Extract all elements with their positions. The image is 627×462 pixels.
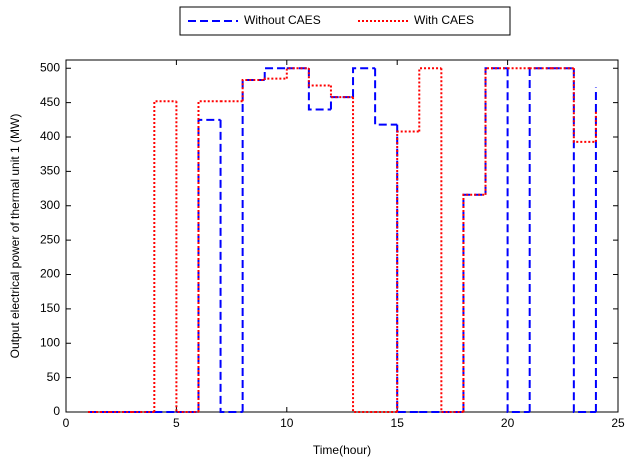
- step-segment: [307, 68, 331, 111]
- x-tick-label: 15: [391, 416, 405, 430]
- x-tick-label: 25: [611, 416, 625, 430]
- x-tick-label: 20: [501, 416, 515, 430]
- step-segment: [440, 68, 464, 413]
- step-segment: [374, 68, 398, 126]
- y-tick-label: 200: [40, 267, 60, 281]
- y-tick-label: 100: [40, 335, 60, 349]
- y-tick-label: 500: [40, 60, 60, 74]
- y-tick-label: 50: [47, 370, 61, 384]
- step-segment: [329, 96, 354, 110]
- x-tick-label: 5: [173, 416, 180, 430]
- step-segment: [197, 100, 221, 412]
- y-tick-label: 300: [40, 198, 60, 212]
- step-segment: [352, 97, 376, 413]
- x-axis-label: Time(hour): [313, 443, 371, 457]
- step-segment: [572, 68, 596, 413]
- step-segment: [241, 78, 265, 412]
- step-segment: [506, 68, 530, 413]
- step-segment: [197, 118, 221, 412]
- step-segment: [352, 67, 376, 98]
- step-segment: [241, 78, 265, 102]
- step-segment: [462, 193, 486, 412]
- x-tick-label: 10: [280, 416, 294, 430]
- x-tick-label: 0: [63, 416, 70, 430]
- step-segment: [175, 101, 199, 413]
- legend-label: Without CAES: [244, 13, 321, 27]
- step-segment: [572, 68, 596, 143]
- step-segment: [418, 67, 442, 132]
- plot-frame: [65, 59, 619, 413]
- legend-box: [179, 6, 511, 36]
- y-tick-label: 450: [40, 95, 60, 109]
- step-segment: [153, 100, 177, 412]
- step-segment: [307, 68, 331, 87]
- step-segment: [263, 67, 287, 80]
- step-segment: [528, 67, 552, 412]
- legend-label: With CAES: [414, 13, 474, 27]
- step-segment: [462, 193, 486, 412]
- y-tick-label: 150: [40, 301, 60, 315]
- y-axis-label: Output electrical power of thermal unit …: [8, 114, 22, 359]
- step-segment: [396, 124, 420, 413]
- y-tick-label: 400: [40, 129, 60, 143]
- y-tick-label: 350: [40, 164, 60, 178]
- step-segment: [329, 85, 354, 99]
- step-segment: [484, 67, 508, 195]
- step-segment: [219, 119, 243, 413]
- step-segment: [285, 67, 309, 79]
- y-tick-label: 0: [53, 404, 60, 418]
- step-segment: [396, 130, 420, 412]
- step-segment: [484, 67, 508, 195]
- step-segment: [263, 77, 287, 80]
- y-tick-label: 250: [40, 232, 60, 246]
